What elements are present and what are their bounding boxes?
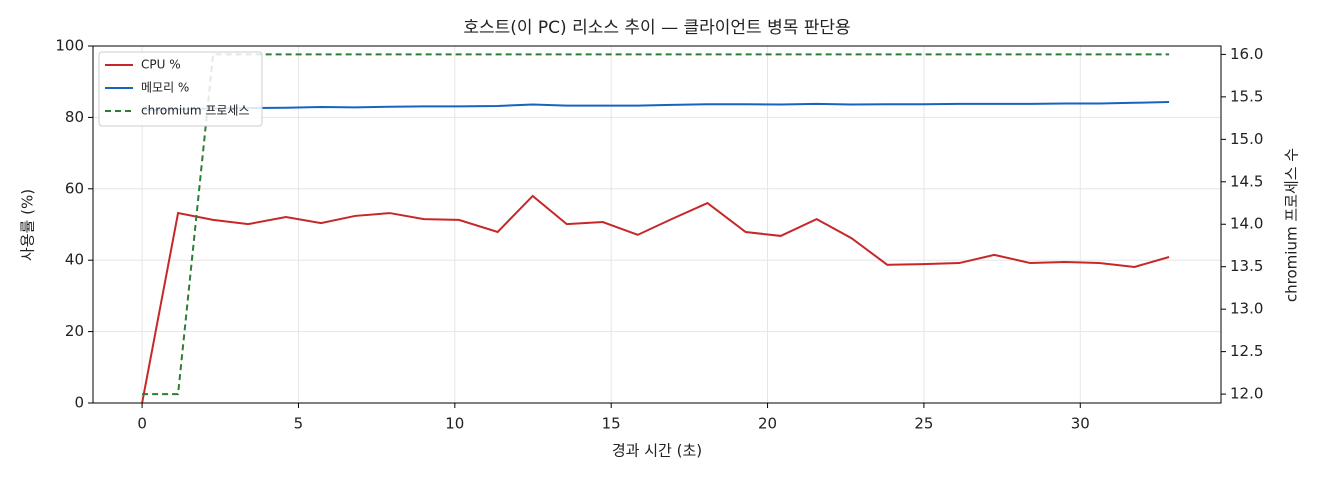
x-tick-label: 15	[602, 415, 621, 433]
x-tick-label: 5	[294, 415, 304, 433]
legend-label: 메모리 %	[141, 81, 189, 95]
chart-title: 호스트(이 PC) 리소스 추이 — 클라이언트 병목 판단용	[463, 18, 850, 38]
legend-label: chromium 프로세스	[141, 104, 250, 118]
y2-tick-label: 13.5	[1230, 257, 1263, 275]
x-tick-label: 0	[137, 415, 147, 433]
y2-tick-label: 12.0	[1230, 385, 1263, 403]
series-line	[142, 53, 1170, 396]
legend-box	[98, 51, 263, 127]
series-line	[141, 194, 1170, 404]
x-tick-label: 25	[914, 415, 933, 433]
x-tick-label: 10	[445, 415, 464, 433]
x-tick-label: 20	[758, 415, 777, 433]
y2-tick-label: 15.5	[1230, 87, 1263, 105]
y-tick-label: 60	[65, 179, 84, 197]
y-tick-label: 20	[65, 322, 84, 340]
y-tick-label: 100	[55, 37, 84, 55]
y2-axis-label: chromium 프로세스 수	[1283, 148, 1301, 302]
x-tick-label: 30	[1071, 415, 1090, 433]
y2-tick-label: 14.5	[1230, 172, 1263, 190]
y2-tick-label: 14.0	[1230, 215, 1263, 233]
legend-label: CPU %	[141, 58, 181, 72]
y-axis-label: 사용률 (%)	[19, 189, 37, 261]
plot-frame	[92, 45, 1222, 404]
y2-tick-label: 16.0	[1230, 45, 1263, 63]
x-axis-label: 경과 시간 (초)	[612, 442, 702, 460]
y-tick-label: 40	[65, 251, 84, 269]
y-tick-label: 0	[74, 394, 84, 412]
y2-tick-label: 15.0	[1230, 130, 1263, 148]
y2-tick-label: 12.5	[1230, 342, 1263, 360]
y-tick-label: 80	[65, 108, 84, 126]
y2-tick-label: 13.0	[1230, 300, 1263, 318]
series-line	[142, 101, 1170, 112]
